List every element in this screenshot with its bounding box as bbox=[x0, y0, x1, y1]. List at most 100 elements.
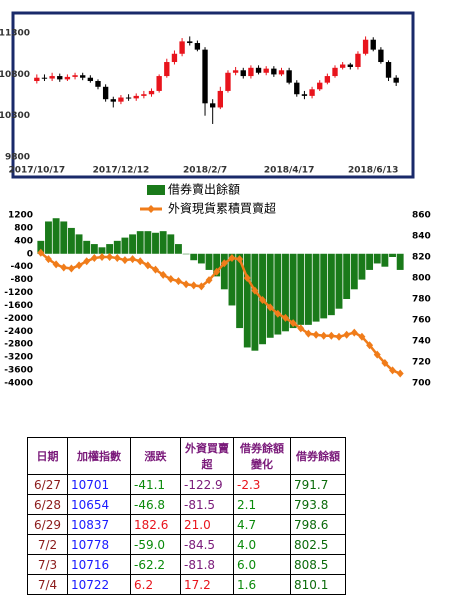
y-tick-label: -2800 bbox=[4, 340, 33, 350]
line-marker bbox=[190, 281, 198, 290]
candle-body bbox=[294, 82, 300, 95]
table-row: 7/3 10716 -62.2 -81.8 6.0 808.5 bbox=[27, 554, 346, 575]
table-cell: 182.6 bbox=[130, 514, 181, 535]
candle-body bbox=[347, 64, 353, 67]
candle-body bbox=[217, 90, 223, 108]
candle-body bbox=[171, 53, 178, 63]
line-marker bbox=[274, 309, 282, 318]
y-tick-label: 1200 bbox=[8, 211, 33, 221]
table-cell: -62.2 bbox=[130, 554, 181, 575]
y2-tick-label: 720 bbox=[412, 358, 431, 368]
y2-tick-label: 700 bbox=[412, 379, 431, 389]
bar bbox=[266, 253, 274, 338]
y2-tick-label: 860 bbox=[412, 211, 431, 221]
line-marker bbox=[113, 254, 121, 263]
line-marker bbox=[236, 255, 244, 264]
legend-swatch bbox=[147, 185, 165, 195]
y-tick-label: -400 bbox=[10, 262, 33, 272]
table-cell: 7/3 bbox=[27, 554, 68, 575]
table-row: 6/29 10837 182.6 21.0 4.7 798.6 bbox=[27, 514, 346, 535]
table-row: 6/28 10654 -46.8 -81.5 2.1 793.8 bbox=[27, 494, 346, 515]
table-cell: 21.0 bbox=[180, 514, 234, 535]
y-tick-label: 11300 bbox=[0, 29, 30, 39]
bar bbox=[312, 253, 320, 322]
line-marker bbox=[121, 256, 129, 265]
line-marker bbox=[389, 366, 397, 375]
line-marker bbox=[106, 253, 114, 261]
line-marker bbox=[350, 328, 358, 337]
bar bbox=[228, 253, 236, 306]
candle-body bbox=[110, 99, 116, 102]
candle-body bbox=[133, 95, 139, 99]
bar bbox=[205, 253, 213, 270]
line-marker bbox=[67, 264, 75, 273]
table-cell: 2.1 bbox=[233, 494, 291, 515]
candle-body bbox=[339, 64, 346, 68]
y-tick-label: -1200 bbox=[4, 288, 33, 298]
line-marker bbox=[152, 265, 160, 274]
candle-body bbox=[194, 43, 201, 50]
table-cell: 10722 bbox=[67, 574, 131, 595]
y-tick-label: 0 bbox=[27, 249, 33, 259]
candle-body bbox=[232, 70, 239, 73]
table-cell: 10778 bbox=[67, 534, 131, 555]
bar bbox=[389, 253, 396, 257]
header-cell: 漲跌 bbox=[130, 437, 181, 475]
header-cell: 借券餘額 bbox=[290, 437, 346, 475]
y2-tick-label: 820 bbox=[412, 253, 431, 263]
table-cell: 10701 bbox=[67, 474, 131, 495]
candle-body bbox=[355, 53, 361, 67]
table-row: 7/4 10722 6.2 17.2 1.6 810.1 bbox=[27, 574, 346, 595]
candle-body bbox=[179, 41, 185, 54]
candle-body bbox=[87, 77, 94, 82]
line-marker bbox=[266, 303, 274, 312]
line-marker bbox=[366, 341, 374, 350]
candle-body bbox=[286, 70, 292, 83]
x-tick-label: 2018/6/13 bbox=[348, 166, 398, 176]
line-marker bbox=[220, 259, 228, 268]
bar bbox=[129, 234, 137, 254]
candle-body bbox=[187, 41, 193, 44]
table-cell: 808.5 bbox=[290, 554, 346, 575]
header-cell: 日期 bbox=[27, 437, 68, 475]
bar bbox=[113, 240, 121, 254]
bar bbox=[144, 231, 152, 254]
candle-body bbox=[370, 39, 376, 50]
y-tick-label: -1600 bbox=[4, 301, 33, 311]
line-marker bbox=[312, 330, 320, 339]
data-table: 日期 加權指數 漲跌 外資買賣超 借券餘額變化 借券餘額 6/27 10701 -41.1 -12… bbox=[27, 437, 346, 595]
line-marker bbox=[297, 324, 305, 333]
table-cell: 4.7 bbox=[233, 514, 291, 535]
y-tick-label: -3200 bbox=[4, 353, 33, 363]
y-tick-label: 10800 bbox=[0, 70, 30, 80]
chart-frame bbox=[11, 11, 415, 179]
table-cell: 10716 bbox=[67, 554, 131, 575]
y-tick-label: -2400 bbox=[4, 327, 33, 337]
bar bbox=[175, 244, 182, 254]
lending-chart: -4000-3600-3200-2800-2400-2000-1600-1200… bbox=[4, 182, 431, 389]
y-tick-label: -3600 bbox=[4, 366, 33, 376]
table-cell: 10837 bbox=[67, 514, 131, 535]
table-cell: 17.2 bbox=[180, 574, 234, 595]
bar bbox=[152, 232, 159, 254]
candle-body bbox=[95, 81, 101, 87]
line-marker bbox=[396, 369, 404, 378]
legend-label: 外資現貨累積買賣超 bbox=[168, 201, 276, 216]
table-cell: 6.0 bbox=[233, 554, 291, 575]
bar bbox=[366, 253, 374, 270]
bar bbox=[136, 231, 144, 254]
line-marker bbox=[343, 330, 351, 339]
bar bbox=[75, 234, 83, 254]
table-cell: 7/2 bbox=[27, 534, 68, 555]
bar bbox=[220, 253, 228, 290]
table-cell: 1.6 bbox=[233, 574, 291, 595]
line-marker bbox=[381, 359, 389, 368]
bar bbox=[282, 253, 289, 332]
table-cell: -122.9 bbox=[180, 474, 234, 495]
line-marker bbox=[320, 331, 328, 340]
line-marker bbox=[182, 280, 190, 289]
bar bbox=[159, 231, 167, 254]
table-cell: 6/28 bbox=[27, 494, 68, 515]
bar bbox=[190, 253, 198, 261]
bar bbox=[343, 253, 351, 299]
